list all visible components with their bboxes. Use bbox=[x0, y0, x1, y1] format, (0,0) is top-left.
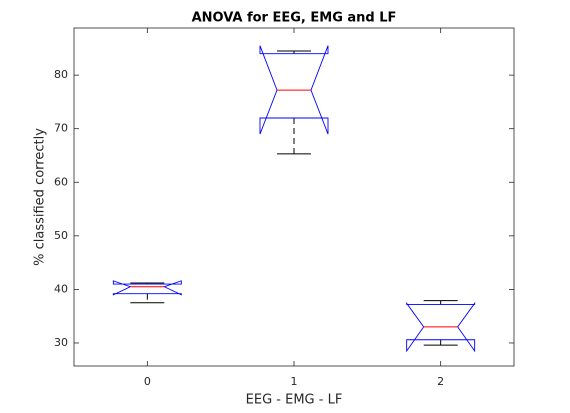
y-tick-label: 30 bbox=[54, 336, 68, 349]
y-tick-label: 40 bbox=[54, 282, 68, 295]
chart-title: ANOVA for EEG, EMG and LF bbox=[192, 11, 397, 26]
x-tick-label: 0 bbox=[144, 375, 151, 388]
y-tick-label: 70 bbox=[54, 122, 68, 135]
plot-frame bbox=[73, 27, 515, 367]
y-tick-label: 80 bbox=[54, 68, 68, 81]
y-tick-label: 60 bbox=[54, 175, 68, 188]
y-axis-label: % classified correctly bbox=[33, 128, 48, 266]
x-axis-label: EEG - EMG - LF bbox=[246, 393, 343, 408]
x-tick-label: 2 bbox=[437, 375, 444, 388]
y-tick-label: 50 bbox=[54, 229, 68, 242]
box bbox=[406, 301, 476, 353]
box bbox=[259, 45, 329, 135]
box bbox=[112, 280, 182, 296]
x-tick-label: 1 bbox=[291, 375, 298, 388]
